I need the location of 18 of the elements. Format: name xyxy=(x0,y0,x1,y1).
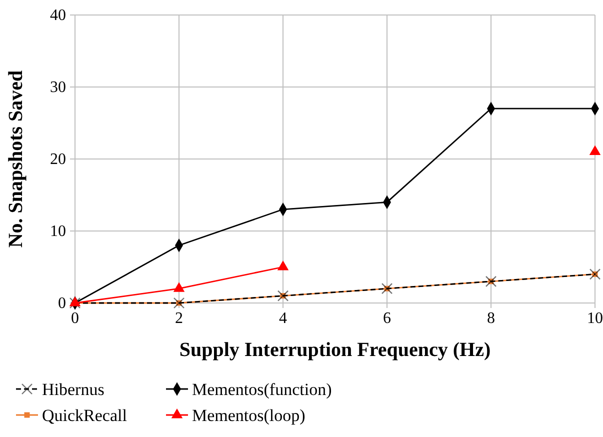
legend-label: Mementos(function) xyxy=(192,380,332,399)
y-tick-label: 10 xyxy=(50,223,66,240)
legend-label: Hibernus xyxy=(42,380,104,399)
point xyxy=(589,145,601,156)
y-tick-label: 0 xyxy=(58,295,66,312)
y-tick-label: 30 xyxy=(50,79,66,96)
y-tick-label: 20 xyxy=(50,151,66,168)
x-tick-label: 0 xyxy=(71,310,79,327)
x-axis-title: Supply Interruption Frequency (Hz) xyxy=(179,339,491,361)
legend-label: QuickRecall xyxy=(42,406,128,425)
x-tick-label: 4 xyxy=(279,310,287,327)
y-tick-label: 40 xyxy=(50,7,66,24)
legend-label: Mementos(loop) xyxy=(192,406,306,425)
x-tick-label: 6 xyxy=(383,310,391,327)
x-tick-label: 10 xyxy=(587,310,603,327)
x-tick-label: 2 xyxy=(175,310,183,327)
x-tick-label: 8 xyxy=(487,310,495,327)
y-axis-title: No. Snapshots Saved xyxy=(5,70,27,248)
